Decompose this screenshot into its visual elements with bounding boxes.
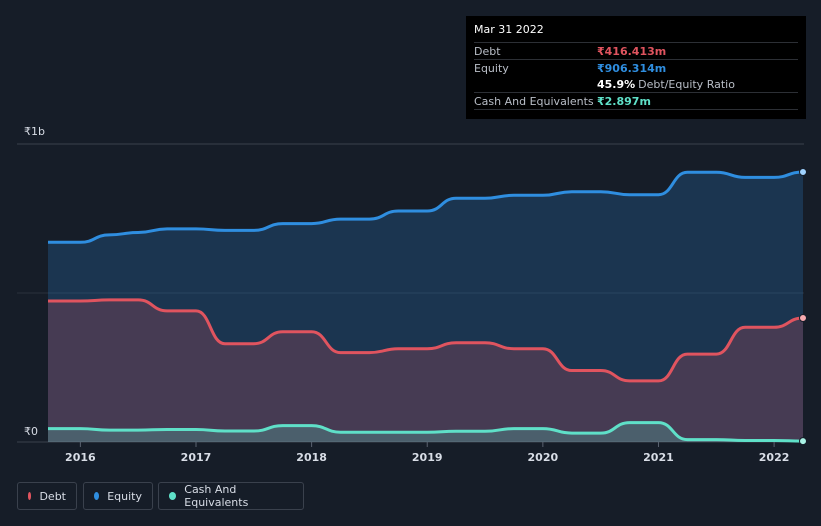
- tooltip-ratio-value: 45.9%: [597, 77, 636, 91]
- cash-end-marker[interactable]: [799, 437, 807, 446]
- tooltip-ratio-row: 45.9% Debt/Equity Ratio: [474, 76, 798, 92]
- y-axis-top-label: ₹1b: [24, 125, 45, 138]
- debt-line: [47, 298, 804, 383]
- tooltip-debt-value: ₹416.413m: [597, 44, 667, 58]
- x-tick-label: 2016: [65, 451, 96, 464]
- legend-equity-label: Equity: [107, 489, 142, 503]
- x-tick-label: 2020: [528, 451, 559, 464]
- tooltip-panel: Mar 31 2022 Debt ₹416.413m Equity ₹906.3…: [466, 16, 806, 119]
- x-tick-label: 2022: [759, 451, 790, 464]
- legend-debt[interactable]: Debt: [17, 482, 77, 510]
- tooltip-ratio-label: Debt/Equity Ratio: [638, 77, 735, 91]
- debt-area: [48, 299, 803, 442]
- legend-cash[interactable]: Cash And Equivalents: [158, 482, 304, 510]
- tooltip-cash-value: ₹2.897m: [597, 94, 651, 108]
- tooltip-cash-row: Cash And Equivalents ₹2.897m: [474, 92, 798, 110]
- tooltip-equity-label: Equity: [474, 61, 509, 75]
- legend-debt-label: Debt: [39, 489, 66, 503]
- tooltip-equity-value: ₹906.314m: [597, 61, 667, 75]
- tooltip-debt-label: Debt: [474, 44, 501, 58]
- cash-line: [48, 421, 804, 443]
- x-tick-label: 2018: [296, 451, 327, 464]
- x-tick-label: 2021: [643, 451, 674, 464]
- legend-equity[interactable]: Equity: [83, 482, 153, 510]
- tooltip-equity-row: Equity ₹906.314m: [474, 59, 798, 76]
- equity-end-marker[interactable]: [799, 168, 807, 177]
- debt-dot-icon: [28, 492, 32, 500]
- tooltip-cash-label: Cash And Equivalents: [474, 94, 594, 108]
- y-axis-bottom-label: ₹0: [24, 425, 38, 438]
- tooltip-date: Mar 31 2022: [474, 23, 544, 36]
- x-tick-label: 2017: [181, 451, 212, 464]
- equity-line: [47, 170, 804, 244]
- x-axis-ticks: 2016 2017 2018 2019 2020 2021 2022: [65, 442, 789, 464]
- cash-dot-icon: [169, 492, 177, 500]
- tooltip-debt-row: Debt ₹416.413m: [474, 42, 798, 59]
- legend-cash-label: Cash And Equivalents: [184, 483, 249, 509]
- x-tick-label: 2019: [412, 451, 443, 464]
- equity-dot-icon: [94, 492, 100, 500]
- debt-end-marker[interactable]: [799, 314, 807, 323]
